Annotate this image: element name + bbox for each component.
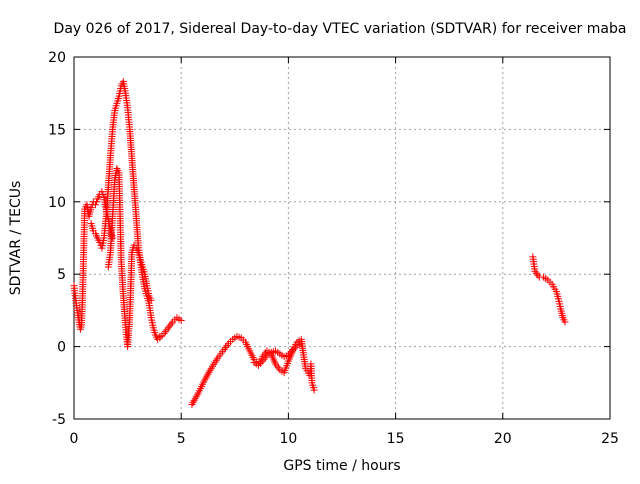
data-point-interp	[99, 191, 107, 199]
axis-ticks	[73, 56, 611, 420]
data-point	[147, 296, 155, 304]
y-tick-label: 15	[48, 122, 66, 138]
plot-frame	[73, 56, 611, 420]
y-tick-label: 0	[57, 340, 66, 356]
data-point	[87, 204, 95, 212]
y-tick-label: 10	[48, 195, 66, 211]
x-tick-label: 20	[494, 431, 512, 447]
data-markers	[70, 78, 569, 409]
y-tick-label: 20	[48, 50, 66, 66]
x-tick-label: 15	[387, 431, 405, 447]
x-tick-label: 0	[70, 431, 79, 447]
y-axis-tick-labels: -5 0 5 10 15 20	[48, 50, 66, 428]
x-tick-label: 10	[279, 431, 297, 447]
x-axis-tick-labels: 0 5 10 15 20 25	[70, 431, 619, 447]
data-point	[561, 318, 569, 326]
y-tick-label: -5	[52, 412, 66, 428]
grid-lines	[74, 57, 610, 419]
y-tick-label: 5	[57, 267, 66, 283]
x-axis-label: GPS time / hours	[283, 458, 400, 474]
data-point	[310, 386, 318, 394]
data-point	[109, 234, 117, 242]
data-point-interp	[93, 198, 101, 206]
chart-title: Day 026 of 2017, Sidereal Day-to-day VTE…	[54, 21, 627, 37]
y-axis-label: SDTVAR / TECUs	[8, 181, 24, 296]
x-tick-label: 25	[601, 431, 619, 447]
data-point	[98, 188, 106, 196]
x-tick-label: 5	[177, 431, 186, 447]
data-point	[91, 201, 99, 209]
data-point	[177, 317, 185, 325]
